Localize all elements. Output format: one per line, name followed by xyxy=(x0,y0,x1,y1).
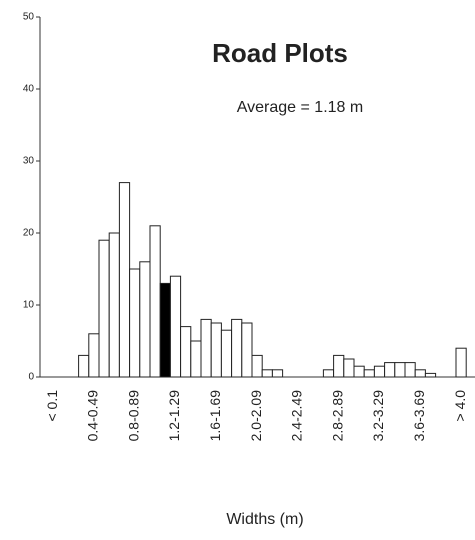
bar xyxy=(129,268,141,378)
x-axis-label: Widths (m) xyxy=(226,511,303,528)
x-tick-label: 1.2-1.29 xyxy=(166,390,182,442)
y-tick-label: 50 xyxy=(23,12,35,23)
bar xyxy=(363,369,375,378)
x-tick-label: > 4.0 xyxy=(452,390,468,422)
bar xyxy=(159,282,171,378)
bar xyxy=(88,333,100,378)
bar xyxy=(118,182,131,378)
bar xyxy=(251,354,263,378)
bar xyxy=(353,365,365,378)
bar xyxy=(169,275,182,378)
bar xyxy=(384,362,396,378)
y-tick-label: 10 xyxy=(23,300,35,311)
bar xyxy=(424,372,437,378)
x-tick-label: < 0.1 xyxy=(44,390,60,422)
bar xyxy=(414,369,426,378)
bar xyxy=(220,329,233,378)
bar xyxy=(139,261,151,378)
bar xyxy=(261,369,273,378)
bar xyxy=(394,362,406,378)
bar xyxy=(404,362,416,378)
bar xyxy=(149,225,161,378)
x-tick-label: 0.8-0.89 xyxy=(125,390,141,442)
bar xyxy=(108,232,120,378)
x-tick-label: 3.2-3.29 xyxy=(370,390,386,442)
x-tick-label: 2.8-2.89 xyxy=(329,390,345,442)
bar xyxy=(271,369,284,378)
bar xyxy=(322,369,335,378)
x-tick-label: 3.6-3.69 xyxy=(411,390,427,442)
x-tick-label: 2.0-2.09 xyxy=(248,390,264,442)
y-tick-label: 0 xyxy=(28,372,34,383)
bar xyxy=(190,340,202,378)
x-tick-label: 2.4-2.49 xyxy=(289,390,305,442)
bar xyxy=(231,318,243,378)
bar xyxy=(180,326,192,378)
chart-title: Road Plots xyxy=(212,38,348,68)
y-tick-label: 20 xyxy=(23,228,35,239)
bar xyxy=(98,239,110,378)
bar xyxy=(333,354,345,378)
bar xyxy=(210,322,222,378)
y-tick-label: 30 xyxy=(23,156,35,167)
y-tick-label: 40 xyxy=(23,84,35,95)
x-tick-label: 1.6-1.69 xyxy=(207,390,223,442)
bar xyxy=(200,318,212,378)
bar xyxy=(343,358,355,378)
bar xyxy=(373,365,386,378)
bar xyxy=(241,322,253,378)
bar xyxy=(455,347,467,378)
bar xyxy=(78,354,90,378)
x-tick-label: 0.4-0.49 xyxy=(85,390,101,442)
chart-subtitle: Average = 1.18 m xyxy=(237,99,363,116)
